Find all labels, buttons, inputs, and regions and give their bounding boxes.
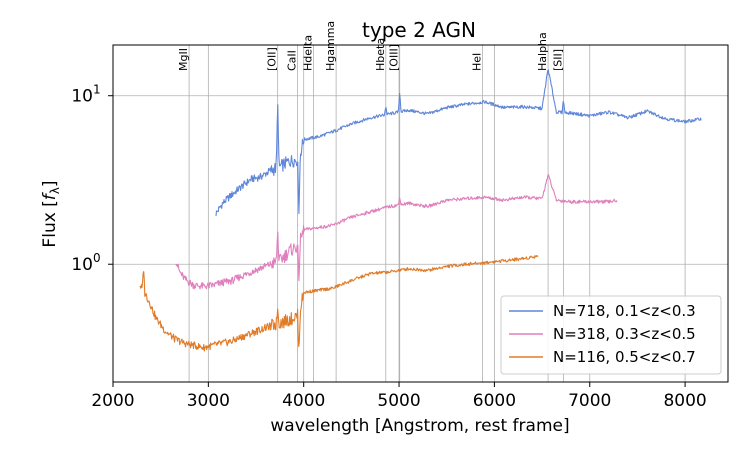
series-line-2: [139, 254, 539, 352]
x-axis-ticks: 2000 3000 4000 5000 6000 7000 8000: [91, 382, 707, 411]
legend-label-1: N=318, 0.3<z<0.5: [553, 325, 696, 343]
y-tick-label-0: 100: [71, 251, 100, 275]
x-tick-label-4: 6000: [473, 391, 516, 411]
y-tick-label-1: 101: [71, 83, 100, 107]
emission-line-label-2: CaII: [285, 50, 298, 71]
emission-line-label-9: [SII]: [551, 49, 564, 71]
chart-title: type 2 AGN: [362, 18, 476, 42]
x-tick-label-3: 5000: [377, 391, 420, 411]
emission-line-label-6: [OIII]: [388, 44, 401, 71]
emission-line-label-0: MgII: [177, 48, 190, 71]
x-tick-label-6: 8000: [663, 391, 706, 411]
emission-line-label-8: Halpha: [536, 32, 549, 71]
emission-line-label-1: [OII]: [266, 47, 279, 71]
emission-line-label-3: Hdelta: [301, 35, 314, 71]
y-axis-label: Flux [fλ]: [40, 180, 62, 247]
legend-label-2: N=116, 0.5<z<0.7: [553, 348, 696, 366]
legend-box: [500, 295, 722, 375]
emission-line-markers: MgII [OII] CaII Hdelta Hgamma Hbeta [OIII] HeI H…: [177, 21, 564, 382]
x-tick-label-5: 7000: [568, 391, 611, 411]
emission-line-label-5: Hbeta: [374, 38, 387, 71]
x-tick-label-1: 3000: [187, 391, 230, 411]
x-axis-label: wavelength [Angstrom, rest frame]: [270, 416, 569, 436]
emission-line-label-4: Hgamma: [324, 21, 337, 71]
x-tick-label-0: 2000: [91, 391, 134, 411]
legend-label-0: N=718, 0.1<z<0.3: [553, 302, 696, 320]
plot-frame: [112, 44, 729, 383]
y-axis-ticks: 100 101: [71, 83, 113, 275]
x-tick-label-2: 4000: [282, 391, 325, 411]
emission-line-label-7: HeI: [471, 53, 484, 71]
series-line-0: [215, 69, 702, 216]
series-group: [139, 69, 702, 352]
series-line-1: [175, 173, 618, 290]
legend: N=718, 0.1<z<0.3 N=318, 0.3<z<0.5 N=116, 0…: [500, 295, 722, 375]
